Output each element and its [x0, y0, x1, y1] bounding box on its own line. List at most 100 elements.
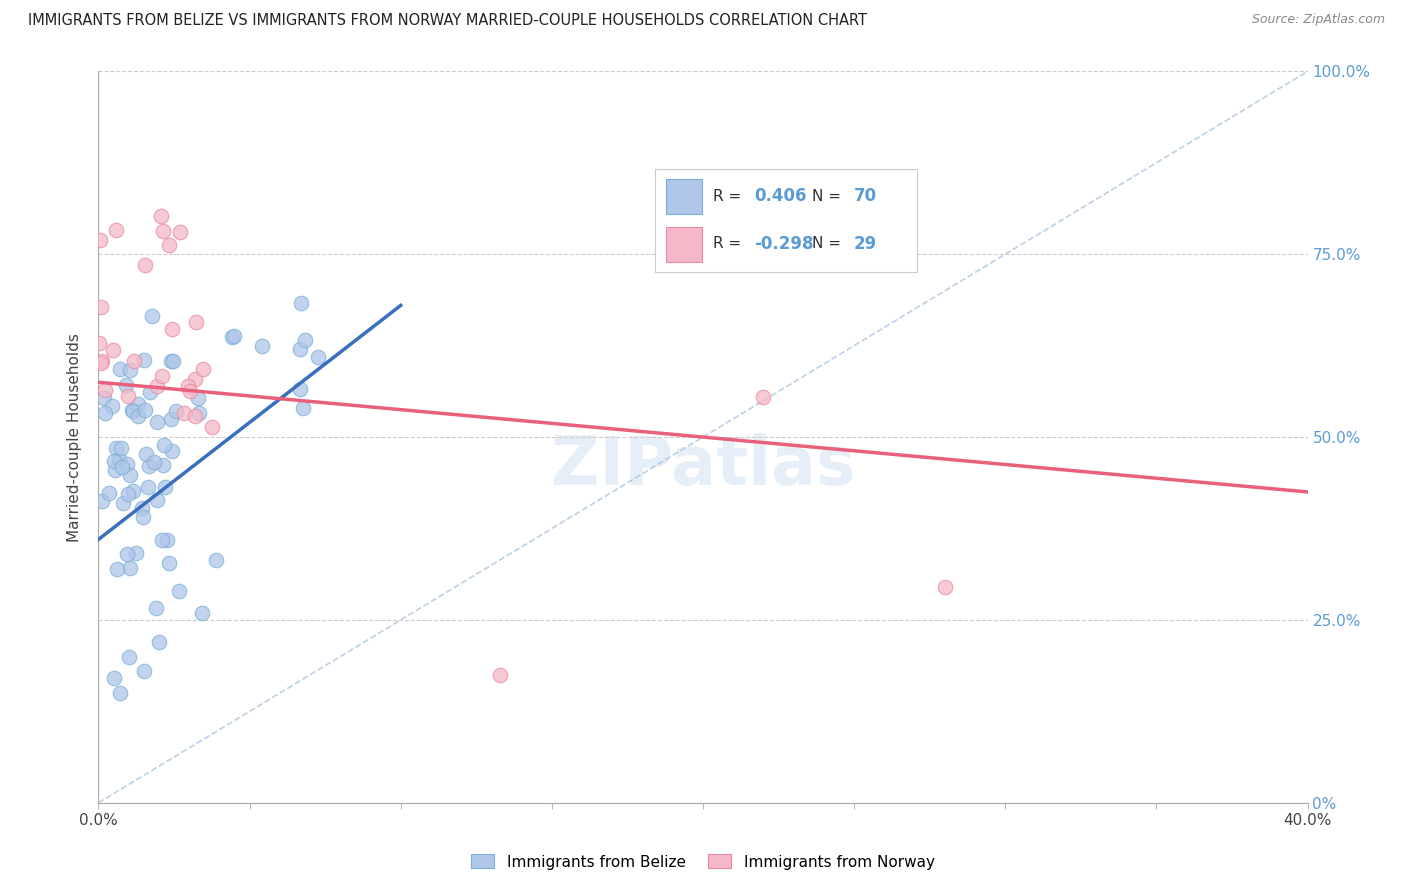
FancyBboxPatch shape: [665, 227, 702, 261]
Point: [117, 487, 139, 501]
Text: IMMIGRANTS FROM BELIZE VS IMMIGRANTS FROM NORWAY MARRIED-COUPLE HOUSEHOLDS CORRE: IMMIGRANTS FROM BELIZE VS IMMIGRANTS FRO…: [28, 13, 868, 29]
Point: [101, 399, 124, 413]
Point: [115, 377, 138, 392]
Point: [148, 635, 170, 649]
Point: [294, 333, 316, 347]
Point: [157, 238, 180, 252]
Point: [108, 686, 131, 700]
Point: [132, 353, 155, 368]
Point: [90, 356, 112, 370]
Point: [94, 383, 117, 397]
Text: N =: N =: [813, 236, 846, 251]
Point: [290, 296, 312, 310]
Point: [186, 315, 208, 329]
Point: [157, 556, 180, 570]
Point: [125, 546, 148, 560]
Point: [152, 224, 174, 238]
Point: [150, 368, 173, 383]
Point: [160, 322, 183, 336]
Point: [165, 403, 187, 417]
Point: [153, 438, 176, 452]
Point: [201, 419, 224, 434]
Point: [103, 672, 125, 686]
Point: [105, 562, 128, 576]
Point: [162, 443, 184, 458]
Point: [118, 363, 141, 377]
Text: N =: N =: [813, 188, 846, 203]
Point: [127, 409, 149, 423]
Point: [150, 533, 173, 547]
Point: [121, 403, 143, 417]
Point: [103, 462, 125, 476]
Point: [132, 510, 155, 524]
Point: [145, 492, 167, 507]
Point: [145, 379, 167, 393]
Point: [118, 561, 141, 575]
Point: [91, 494, 114, 508]
Point: [132, 664, 155, 678]
Text: Source: ZipAtlas.com: Source: ZipAtlas.com: [1251, 13, 1385, 27]
Point: [149, 209, 172, 223]
Point: [122, 354, 145, 368]
Point: [115, 547, 138, 561]
Point: [141, 310, 163, 324]
Point: [90, 301, 112, 315]
Point: [143, 455, 166, 469]
Point: [97, 486, 120, 500]
Point: [89, 336, 111, 351]
Text: R =: R =: [713, 188, 745, 203]
Point: [167, 583, 190, 598]
Point: [94, 406, 117, 420]
Text: R =: R =: [713, 236, 745, 251]
Point: [307, 351, 329, 365]
Point: [187, 391, 209, 405]
Point: [136, 480, 159, 494]
Point: [184, 409, 207, 423]
Y-axis label: Married-couple Households: Married-couple Households: [67, 333, 83, 541]
Point: [135, 447, 157, 461]
Point: [138, 459, 160, 474]
Point: [224, 329, 246, 343]
Point: [188, 406, 211, 420]
Point: [290, 382, 312, 396]
Point: [177, 378, 200, 392]
Point: [121, 484, 143, 499]
Point: [122, 404, 145, 418]
Point: [193, 362, 215, 376]
Point: [118, 649, 141, 664]
Point: [127, 397, 149, 411]
Point: [115, 457, 138, 471]
Point: [752, 390, 775, 404]
Point: [89, 233, 111, 247]
Text: ZIPatlas: ZIPatlas: [551, 434, 855, 500]
Point: [159, 412, 181, 426]
Point: [111, 496, 134, 510]
Point: [179, 384, 201, 398]
Point: [489, 667, 512, 681]
Text: -0.298: -0.298: [755, 235, 814, 252]
Point: [139, 385, 162, 400]
Point: [104, 442, 127, 456]
Legend: Immigrants from Belize, Immigrants from Norway: Immigrants from Belize, Immigrants from …: [465, 848, 941, 876]
Point: [145, 600, 167, 615]
Point: [146, 416, 169, 430]
Point: [205, 553, 228, 567]
Point: [191, 606, 214, 620]
Point: [152, 458, 174, 472]
Text: 0.406: 0.406: [755, 187, 807, 205]
Point: [111, 460, 134, 475]
Point: [162, 353, 184, 368]
Point: [134, 258, 156, 272]
Point: [173, 406, 195, 420]
Point: [156, 533, 179, 547]
Point: [108, 362, 131, 376]
Point: [110, 442, 132, 456]
Text: 29: 29: [853, 235, 877, 252]
Point: [292, 401, 315, 415]
Point: [160, 354, 183, 368]
Point: [134, 402, 156, 417]
Text: 70: 70: [853, 187, 877, 205]
Point: [155, 479, 177, 493]
Point: [934, 580, 956, 594]
Point: [290, 342, 312, 356]
